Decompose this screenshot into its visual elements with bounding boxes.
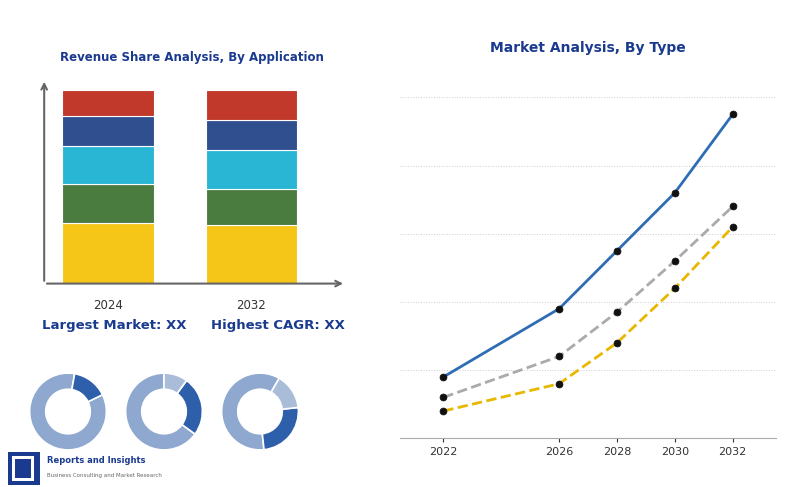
Bar xyxy=(62,223,154,283)
Wedge shape xyxy=(271,378,298,409)
Title: Market Analysis, By Type: Market Analysis, By Type xyxy=(490,41,686,55)
Wedge shape xyxy=(164,373,186,393)
Bar xyxy=(62,115,154,146)
Text: 2024: 2024 xyxy=(94,299,123,312)
Text: 2032: 2032 xyxy=(237,299,266,312)
Text: GLOBAL ELECTROLYZER MARKET SEGMENT ANALYSIS: GLOBAL ELECTROLYZER MARKET SEGMENT ANALY… xyxy=(12,18,449,33)
Wedge shape xyxy=(30,373,106,450)
Bar xyxy=(62,90,154,115)
Text: Highest CAGR: XX: Highest CAGR: XX xyxy=(211,319,345,332)
FancyBboxPatch shape xyxy=(11,456,34,481)
Title: Revenue Share Analysis, By Application: Revenue Share Analysis, By Application xyxy=(60,51,324,64)
Wedge shape xyxy=(72,374,102,402)
Text: Business Consulting and Market Research: Business Consulting and Market Research xyxy=(46,472,162,478)
Wedge shape xyxy=(177,380,202,434)
Text: Reports and Insights: Reports and Insights xyxy=(46,455,146,465)
Wedge shape xyxy=(222,373,279,450)
Bar xyxy=(206,90,297,120)
Bar xyxy=(206,225,297,283)
Bar xyxy=(206,189,297,225)
Wedge shape xyxy=(126,373,195,450)
FancyBboxPatch shape xyxy=(8,452,40,485)
FancyBboxPatch shape xyxy=(15,459,31,478)
Bar xyxy=(206,150,297,189)
Bar xyxy=(62,185,154,223)
Wedge shape xyxy=(262,408,298,450)
Text: Largest Market: XX: Largest Market: XX xyxy=(42,319,186,332)
Bar xyxy=(62,146,154,185)
Bar xyxy=(206,120,297,150)
